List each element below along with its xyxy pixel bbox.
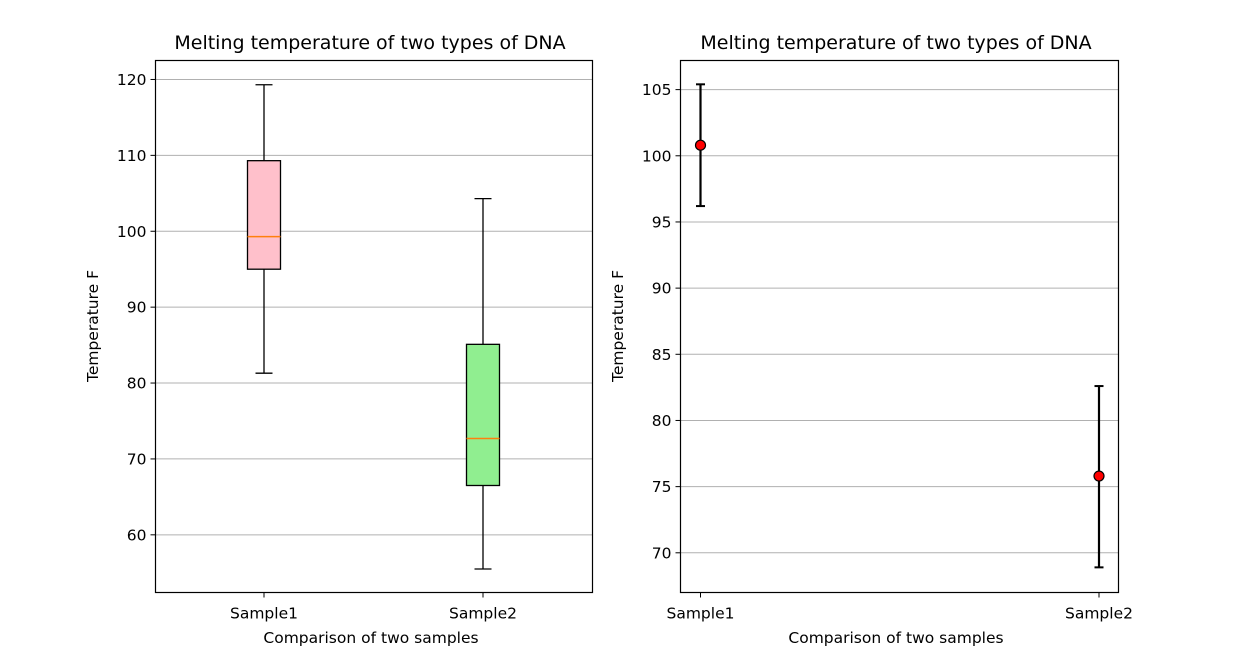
- y-ticks: 60 70 80 90 100 110 120: [117, 71, 156, 544]
- y-tick-label: 100: [642, 147, 672, 165]
- x-tick-label: Sample2: [449, 605, 517, 623]
- y-tick-label: 90: [127, 299, 147, 317]
- y-axis-label: Temperature F: [609, 270, 627, 383]
- y-tick-label: 110: [117, 147, 147, 165]
- box-plot-panel: 60 70 80 90 100 110 120 Sample1 Sample2 Melting…: [84, 32, 594, 647]
- box-body: [465, 343, 501, 487]
- boxes: [246, 84, 501, 570]
- y-tick-label: 80: [652, 412, 672, 430]
- y-tick-label: 120: [117, 71, 147, 89]
- y-tick-label: 90: [652, 280, 672, 298]
- y-tick-label: 85: [652, 346, 672, 364]
- x-tick-label: Sample1: [230, 605, 298, 623]
- y-axis-label: Temperature F: [84, 270, 102, 383]
- box-sample2: [465, 197, 501, 570]
- y-tick-label: 60: [127, 526, 147, 544]
- box-body: [246, 160, 282, 270]
- x-tick-label: Sample1: [667, 605, 735, 623]
- errorbar-panel: 70 75 80 85 90 95 100 105 Sample1 Sample2 Meltin…: [609, 32, 1133, 647]
- x-axis-label: Comparison of two samples: [263, 629, 478, 647]
- y-tick-label: 95: [652, 213, 672, 231]
- y-tick-label: 80: [127, 375, 147, 393]
- y-tick-label: 105: [642, 81, 672, 99]
- y-tick-label: 75: [652, 478, 672, 496]
- errorbar-sample2: [1093, 385, 1105, 569]
- error-bars: [694, 83, 1105, 569]
- chart-title: Melting temperature of two types of DNA: [174, 32, 565, 54]
- grid-lines: [155, 78, 593, 536]
- x-tick-label: Sample2: [1065, 605, 1133, 623]
- plot-frame: [154, 59, 594, 594]
- chart-title: Melting temperature of two types of DNA: [700, 32, 1091, 54]
- grid-lines: [680, 89, 1119, 554]
- mean-marker: [1093, 470, 1105, 482]
- y-tick-label: 70: [127, 450, 147, 468]
- x-ticks: Sample1 Sample2: [667, 592, 1133, 623]
- mean-marker: [694, 139, 707, 151]
- box-sample1: [246, 84, 282, 374]
- plot-frame: [679, 59, 1120, 594]
- x-axis-label: Comparison of two samples: [788, 629, 1003, 647]
- y-tick-label: 70: [652, 544, 672, 562]
- y-ticks: 70 75 80 85 90 95 100 105: [642, 81, 681, 562]
- y-tick-label: 100: [117, 223, 147, 241]
- x-ticks: Sample1 Sample2: [230, 592, 517, 623]
- errorbar-sample1: [694, 83, 707, 208]
